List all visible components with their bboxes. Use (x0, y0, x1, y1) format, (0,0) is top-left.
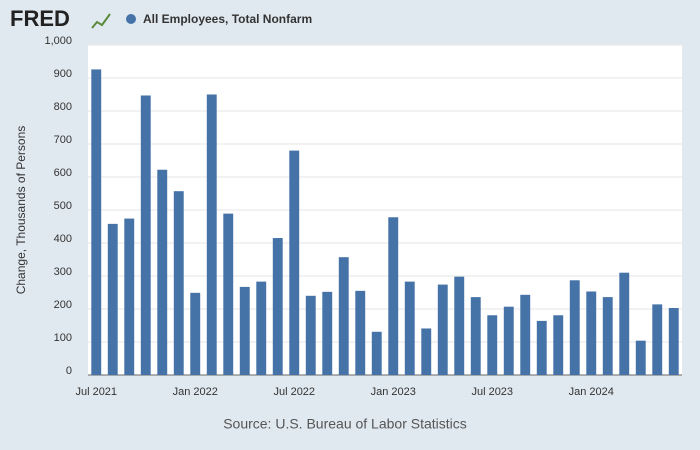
bar (586, 291, 597, 375)
x-tick-label: Jul 2023 (471, 386, 513, 398)
bar (305, 295, 316, 375)
bar (553, 315, 564, 375)
y-tick-label: 200 (54, 299, 72, 311)
bar (190, 292, 201, 375)
bar (520, 294, 531, 375)
bar (536, 320, 547, 375)
bar (256, 281, 267, 375)
bar (223, 213, 234, 375)
bar (173, 191, 184, 375)
y-tick-label: 400 (54, 233, 72, 245)
bar (239, 286, 250, 375)
y-tick-label: 300 (54, 266, 72, 278)
x-tick-label: Jan 2022 (173, 386, 218, 398)
legend-swatch (126, 14, 136, 24)
source: Source: U.S. Bureau of Labor Statistics (223, 416, 467, 432)
logo-icon (91, 13, 111, 29)
bar (503, 306, 514, 375)
y-tick-label: 100 (54, 332, 72, 344)
bar (421, 328, 432, 375)
bar (206, 94, 217, 375)
bar (355, 290, 366, 375)
bar (140, 95, 151, 376)
bar (371, 331, 382, 375)
bar (470, 297, 481, 375)
y-tick-label: 500 (54, 200, 72, 212)
bar (289, 150, 300, 375)
y-tick-label: 700 (54, 134, 72, 146)
bar (569, 280, 580, 375)
x-tick-label: Jan 2024 (569, 386, 614, 398)
bar (124, 218, 135, 375)
bar (454, 276, 465, 375)
bar (338, 257, 349, 375)
bar (91, 69, 102, 376)
bar (487, 315, 498, 375)
logo: FRED (10, 6, 70, 31)
bar (602, 297, 613, 375)
bar (437, 284, 448, 375)
x-tick-label: Jul 2021 (75, 386, 117, 398)
legend-label: All Employees, Total Nonfarm (143, 12, 312, 26)
y-tick-label: 0 (66, 365, 72, 377)
y-tick-label: 900 (54, 68, 72, 80)
bar (388, 217, 399, 375)
y-axis-label: Change, Thousands of Persons (14, 126, 28, 295)
bar (272, 238, 283, 375)
x-tick-label: Jan 2023 (371, 386, 416, 398)
bar (107, 223, 118, 375)
bar (157, 169, 168, 375)
bar (668, 308, 679, 375)
y-tick-label: 1,000 (44, 35, 72, 47)
bar (322, 291, 333, 375)
bar (404, 281, 415, 375)
x-tick-label: Jul 2022 (273, 386, 315, 398)
y-tick-label: 800 (54, 101, 72, 113)
bar (635, 340, 646, 375)
bar (652, 304, 663, 375)
y-tick-label: 600 (54, 167, 72, 179)
bar (619, 272, 630, 375)
